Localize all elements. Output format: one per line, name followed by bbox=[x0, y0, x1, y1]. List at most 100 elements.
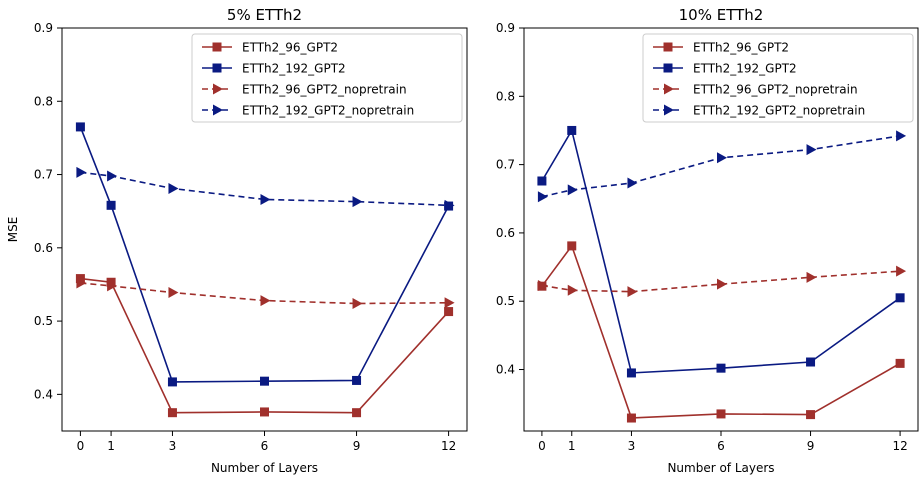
data-point bbox=[806, 410, 816, 420]
y-tick-label: 0.6 bbox=[496, 226, 515, 240]
data-point bbox=[626, 368, 636, 378]
data-point bbox=[76, 277, 87, 289]
x-tick-label: 12 bbox=[892, 439, 907, 453]
data-point bbox=[716, 409, 726, 419]
data-point bbox=[444, 307, 454, 317]
data-point bbox=[352, 298, 363, 310]
series-line bbox=[541, 270, 901, 293]
data-point bbox=[537, 191, 548, 203]
series-ETTh2_192_GPT2 bbox=[75, 122, 454, 387]
chart-title: 10% ETTh2 bbox=[679, 6, 764, 24]
panel-2: 0 1 3 6 9 12 0.4 0.5 0.6 0.7 0.8 0.9 10% ETTh2 Number… bbox=[496, 6, 919, 475]
data-point bbox=[895, 293, 905, 303]
x-tick-label: 6 bbox=[717, 439, 725, 453]
legend-marker bbox=[663, 63, 673, 73]
data-point bbox=[567, 241, 577, 251]
series-line bbox=[79, 126, 450, 383]
x-tick-label: 6 bbox=[261, 439, 269, 453]
y-tick-label: 0.7 bbox=[496, 158, 515, 172]
data-point bbox=[107, 170, 118, 182]
data-point bbox=[716, 363, 726, 373]
data-point bbox=[75, 122, 85, 132]
legend: ETTh2_96_GPT2 ETTh2_192_GPT2 ETTh2_96_GPT2… bbox=[191, 33, 463, 123]
x-tick-label: 1 bbox=[107, 439, 115, 453]
legend-label: ETTh2_192_GPT2_nopretrain bbox=[693, 104, 865, 118]
data-point bbox=[627, 177, 638, 189]
data-point bbox=[260, 407, 269, 417]
axes-frame bbox=[61, 27, 468, 432]
legend-label: ETTh2_96_GPT2_nopretrain bbox=[693, 83, 858, 97]
y-tick-label: 0.5 bbox=[34, 314, 53, 328]
series-line bbox=[541, 135, 901, 198]
series-ETTh2_96_GPT2_nopretrain bbox=[537, 265, 907, 298]
data-point bbox=[168, 287, 179, 299]
legend-label: ETTh2_192_GPT2 bbox=[693, 62, 797, 76]
legend-label: ETTh2_96_GPT2_nopretrain bbox=[242, 83, 407, 97]
series-ETTh2_96_GPT2 bbox=[75, 274, 454, 418]
data-point bbox=[537, 176, 547, 186]
legend-marker bbox=[664, 104, 674, 116]
y-tick-label: 0.7 bbox=[34, 168, 53, 182]
x-tick-label: 0 bbox=[538, 439, 546, 453]
data-point bbox=[260, 295, 271, 307]
data-point bbox=[168, 182, 179, 194]
x-tick-label: 3 bbox=[628, 439, 636, 453]
y-tick-label: 0.9 bbox=[496, 21, 515, 35]
data-point bbox=[76, 166, 87, 178]
series-line bbox=[80, 282, 449, 305]
series-line bbox=[541, 128, 901, 374]
y-tick-label: 0.4 bbox=[496, 363, 515, 377]
x-axis-label: Number of Layers bbox=[667, 461, 774, 475]
y-axis-label: MSE bbox=[6, 217, 20, 243]
data-point bbox=[167, 408, 177, 418]
series-line bbox=[541, 244, 901, 419]
data-point bbox=[626, 413, 636, 423]
x-tick-label: 3 bbox=[169, 439, 177, 453]
x-axis-label: Number of Layers bbox=[211, 461, 318, 475]
data-point bbox=[567, 284, 578, 296]
legend-label: ETTh2_96_GPT2 bbox=[242, 41, 338, 55]
legend-box bbox=[642, 33, 914, 123]
data-point bbox=[352, 196, 363, 208]
chart-title: 5% ETTh2 bbox=[227, 6, 302, 24]
legend-marker bbox=[212, 42, 222, 52]
data-point bbox=[806, 144, 817, 156]
data-point bbox=[260, 376, 269, 386]
legend-marker bbox=[664, 83, 674, 95]
legend: ETTh2_96_GPT2 ETTh2_192_GPT2 ETTh2_96_GPT2… bbox=[642, 33, 914, 123]
series-ETTh2_192_GPT2 bbox=[537, 125, 905, 378]
legend-label: ETTh2_96_GPT2 bbox=[693, 41, 789, 55]
y-tick-label: 0.8 bbox=[496, 89, 515, 103]
data-point bbox=[260, 193, 271, 205]
series-ETTh2_192_GPT2_nopretrain bbox=[76, 166, 455, 211]
x-tick-label: 9 bbox=[807, 439, 815, 453]
data-point bbox=[896, 130, 907, 142]
data-point bbox=[806, 357, 816, 367]
y-tick-label: 0.5 bbox=[496, 294, 515, 308]
data-point bbox=[717, 278, 727, 290]
series-ETTh2_96_GPT2 bbox=[537, 241, 905, 423]
data-point bbox=[167, 377, 177, 387]
x-tick-label: 12 bbox=[441, 439, 456, 453]
y-tick-label: 0.4 bbox=[34, 387, 53, 401]
y-tick-label: 0.8 bbox=[34, 94, 53, 108]
x-tick-label: 9 bbox=[353, 439, 361, 453]
data-point bbox=[352, 375, 362, 385]
panel-1: 0 1 3 6 9 12 0.4 0.5 0.6 0.7 0.8 0.9 5% ETTh2 Number … bbox=[6, 6, 468, 475]
legend-marker bbox=[663, 42, 673, 52]
data-point bbox=[537, 280, 548, 292]
data-point bbox=[717, 152, 727, 164]
legend-label: ETTh2_192_GPT2_nopretrain bbox=[242, 104, 414, 118]
series-ETTh2_192_GPT2_nopretrain bbox=[537, 130, 907, 203]
series-line bbox=[80, 171, 449, 207]
data-point bbox=[75, 274, 85, 284]
series-ETTh2_96_GPT2_nopretrain bbox=[76, 277, 455, 310]
y-tick-label: 0.9 bbox=[34, 21, 53, 35]
y-tick-label: 0.6 bbox=[34, 241, 53, 255]
legend-box bbox=[191, 33, 463, 123]
x-tick-label: 0 bbox=[77, 439, 85, 453]
legend-label: ETTh2_192_GPT2 bbox=[242, 62, 346, 76]
axes-frame bbox=[523, 27, 919, 432]
data-point bbox=[352, 408, 362, 418]
